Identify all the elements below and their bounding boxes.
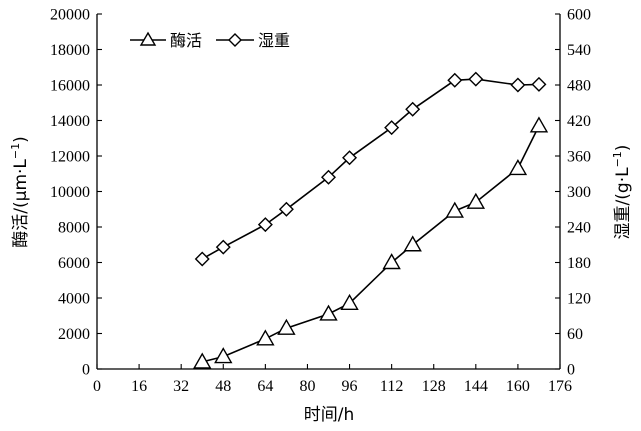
series-line-wetweight [201, 78, 540, 260]
ticks: 0 16 32 48 64 80 96 112 128 144 160 176020004000600… [50, 7, 591, 396]
y-right-tick-label: 60 [567, 326, 583, 343]
y-axis-right-title-close: ) [613, 145, 633, 152]
y-right-tick-label: 120 [567, 291, 591, 308]
triangle-marker [529, 116, 549, 133]
series-line-enzyme [202, 125, 540, 363]
y-axis-left-title: 酶活/(μm·L−1) [9, 136, 31, 247]
y-axis-right-title: 湿重/(g·L−1) [611, 145, 633, 240]
y-right-tick-label: 540 [567, 42, 591, 59]
x-axis-title: 时间/h [304, 405, 355, 425]
y-right-tick-label: 420 [567, 113, 591, 130]
y-left-tick-label: 2000 [58, 326, 90, 343]
x-tick-label: 96 [342, 378, 358, 395]
x-tick-label: 64 [257, 378, 273, 395]
diamond-marker [278, 201, 294, 217]
diamond-marker [510, 77, 526, 93]
y-right-tick-label: 600 [567, 7, 591, 24]
y-left-tick-label: 18000 [50, 42, 90, 59]
diamond-marker [257, 217, 273, 233]
x-tick-label: 112 [380, 378, 403, 395]
triangle-marker [340, 293, 359, 311]
diamond-marker [321, 169, 336, 185]
y-axis-left-title-sup: −1 [9, 143, 22, 159]
triangle-marker [277, 318, 296, 335]
legend-marker-diamond [228, 33, 242, 47]
triangle-marker [256, 329, 275, 346]
x-tick-label: 16 [131, 378, 147, 395]
triangle-marker [445, 201, 464, 218]
y-axis-right-title-main: 湿重/(g·L [613, 167, 633, 240]
legend: 酶活 湿重 [130, 31, 290, 50]
triangle-marker [466, 192, 486, 209]
y-left-tick-label: 10000 [50, 184, 90, 201]
triangle-marker [214, 347, 233, 364]
triangle-marker [193, 352, 212, 369]
diamond-marker [215, 239, 231, 255]
triangle-marker [382, 253, 401, 270]
y-left-tick-label: 20000 [50, 7, 90, 24]
y-left-tick-label: 16000 [50, 78, 90, 95]
y-right-tick-label: 300 [567, 184, 591, 201]
x-tick-label: 160 [506, 378, 530, 395]
legend-marker-triangle [139, 31, 157, 46]
y-right-tick-label: 0 [567, 362, 575, 379]
y-axis-left-title-main: 酶活/(μm·L [11, 159, 31, 248]
y-left-tick-label: 6000 [58, 255, 90, 272]
x-tick-label: 0 [93, 378, 101, 395]
x-tick-label: 32 [173, 378, 189, 395]
y-right-tick-label: 360 [567, 149, 591, 166]
legend-label-enzyme: 酶活 [170, 31, 202, 50]
triangle-marker [508, 159, 528, 176]
series-group [193, 71, 549, 369]
y-left-tick-label: 4000 [58, 291, 90, 308]
x-tick-label: 144 [464, 378, 488, 395]
diamond-marker [194, 251, 210, 267]
y-left-tick-label: 14000 [50, 113, 90, 130]
y-axis-right-title-sup: −1 [611, 151, 624, 167]
y-left-tick-label: 8000 [58, 220, 90, 237]
triangle-marker [319, 304, 338, 321]
x-tick-label: 128 [422, 378, 446, 395]
diamond-marker [342, 150, 358, 166]
diamond-marker [468, 71, 484, 87]
diamond-marker [447, 72, 463, 88]
x-tick-label: 80 [299, 378, 315, 395]
triangle-marker [403, 235, 422, 252]
diamond-marker [405, 101, 421, 117]
y-right-tick-label: 480 [567, 78, 591, 95]
y-left-tick-label: 0 [82, 362, 90, 379]
x-tick-label: 48 [215, 378, 231, 395]
x-tick-label: 176 [548, 378, 572, 395]
diamond-marker [384, 120, 400, 136]
diamond-marker [531, 76, 547, 92]
y-left-tick-label: 12000 [50, 149, 90, 166]
y-axis-left-title-close: ) [11, 136, 31, 143]
legend-label-wetweight: 湿重 [258, 31, 290, 50]
y-right-tick-label: 240 [567, 220, 591, 237]
y-right-tick-label: 180 [567, 255, 591, 272]
